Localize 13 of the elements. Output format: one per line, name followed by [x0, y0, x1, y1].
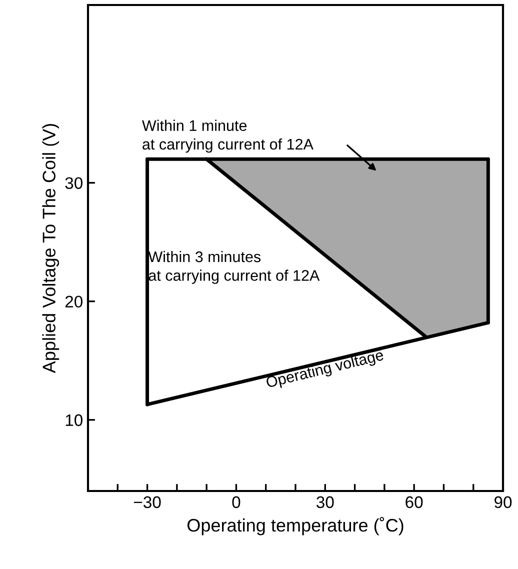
y-tick-label: 30 — [65, 177, 82, 190]
x-axis-title: Operating temperature (˚C) — [187, 516, 404, 536]
annotation: Operating voltage — [265, 348, 385, 391]
annotation: Within 3 minutes at carrying current of 12A — [148, 250, 320, 284]
y-axis-title: Applied Voltage To The Coil (V) — [42, 124, 60, 374]
x-tick-label: 30 — [316, 496, 334, 508]
annotation: Within 1 minute at carrying current of 12A — [142, 120, 314, 153]
x-tick-label: 90 — [494, 496, 512, 508]
x-tick-label: −30 — [134, 496, 161, 508]
x-tick-label: 0 — [232, 496, 240, 508]
x-tick-label: 60 — [406, 496, 423, 508]
y-tick-label: 10 — [66, 414, 82, 426]
y-tick-label: 20 — [65, 296, 82, 308]
